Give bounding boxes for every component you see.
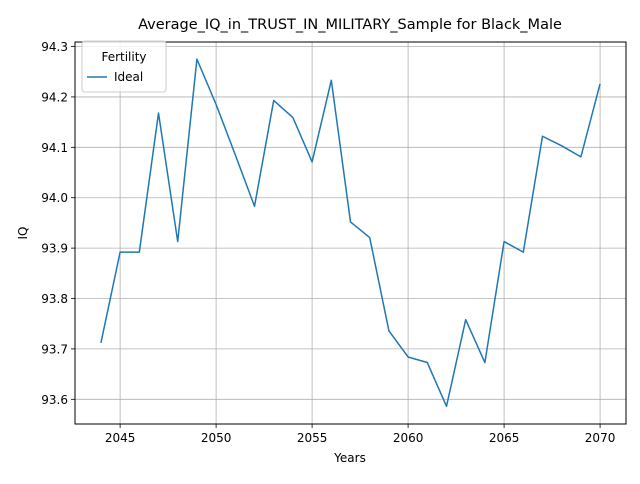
x-axis-ticks: 2045 2050 2055 2060 2065 2070 bbox=[105, 424, 616, 445]
x-tick-label: 2065 bbox=[489, 431, 520, 445]
x-tick-label: 2070 bbox=[585, 431, 616, 445]
legend-title: Fertility bbox=[101, 50, 146, 64]
x-tick-label: 2055 bbox=[297, 431, 328, 445]
legend-label-ideal: Ideal bbox=[114, 70, 143, 84]
chart-title: Average_IQ_in_TRUST_IN_MILITARY_Sample f… bbox=[138, 17, 562, 33]
x-tick-label: 2050 bbox=[201, 431, 232, 445]
grid-lines bbox=[75, 42, 626, 424]
legend-box bbox=[81, 40, 167, 93]
y-tick-label: 93.6 bbox=[41, 393, 68, 407]
series-line-ideal bbox=[100, 58, 601, 408]
y-tick-label: 94.0 bbox=[41, 191, 68, 205]
y-tick-label: 93.8 bbox=[41, 292, 68, 306]
y-tick-label: 94.3 bbox=[41, 40, 68, 54]
x-axis-label: Years bbox=[333, 451, 366, 465]
x-tick-label: 2060 bbox=[393, 431, 424, 445]
x-tick-label: 2045 bbox=[105, 431, 136, 445]
y-axis-ticks: 93.6 93.7 93.8 93.9 94.0 94.1 94.2 94.3 bbox=[41, 40, 75, 407]
y-tick-label: 93.9 bbox=[41, 242, 68, 256]
series-lines bbox=[100, 58, 601, 408]
y-tick-label: 93.7 bbox=[41, 342, 68, 356]
plot-area-frame bbox=[74, 41, 627, 425]
legend: Fertility Ideal bbox=[81, 40, 167, 93]
y-axis-label: IQ bbox=[16, 227, 30, 240]
y-tick-label: 94.1 bbox=[41, 141, 68, 155]
y-tick-label: 94.2 bbox=[41, 90, 68, 104]
